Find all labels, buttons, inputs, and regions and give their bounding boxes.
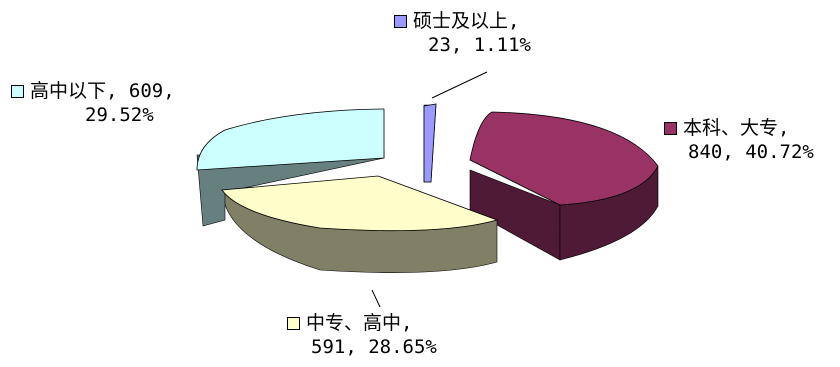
- legend-swatch-zhongzhuan: [287, 317, 300, 330]
- data-label-shuoshi-line2: 23, 1.11%: [428, 34, 531, 56]
- legend-swatch-benke: [664, 122, 677, 135]
- data-label-shuoshi: 硕士及以上, 23, 1.11%: [394, 9, 531, 57]
- slice-sides: [196, 104, 659, 273]
- legend-swatch-shuoshi: [394, 15, 407, 28]
- data-label-benke-line1: 本科、大专,: [683, 117, 790, 139]
- slice-top-shuoshi[interactable]: [423, 103, 437, 183]
- slice-top-gaozhong[interactable]: [196, 108, 385, 171]
- data-label-shuoshi-line1: 硕士及以上,: [413, 10, 520, 32]
- slice-top-zhongzhuan[interactable]: [221, 175, 499, 232]
- data-label-zhongzhuan: 中专、高中, 591, 28.65%: [287, 311, 437, 359]
- data-label-benke: 本科、大专, 840, 40.72%: [664, 116, 814, 164]
- leader-line-shuoshi: [431, 71, 488, 99]
- slice-top-benke[interactable]: [469, 111, 659, 206]
- slice-tops: [196, 103, 659, 232]
- data-label-zhongzhuan-line1: 中专、高中,: [306, 312, 413, 334]
- data-label-benke-line2: 840, 40.72%: [688, 141, 814, 163]
- data-label-gaozhong-line1: 高中以下, 609,: [30, 80, 175, 102]
- data-label-gaozhong-line2: 29.52%: [85, 104, 154, 126]
- legend-swatch-gaozhong: [11, 85, 24, 98]
- leader-line-zhongzhuan: [371, 289, 381, 308]
- data-label-gaozhong: 高中以下, 609, 29.52%: [11, 79, 175, 127]
- data-label-zhongzhuan-line2: 591, 28.65%: [311, 336, 437, 358]
